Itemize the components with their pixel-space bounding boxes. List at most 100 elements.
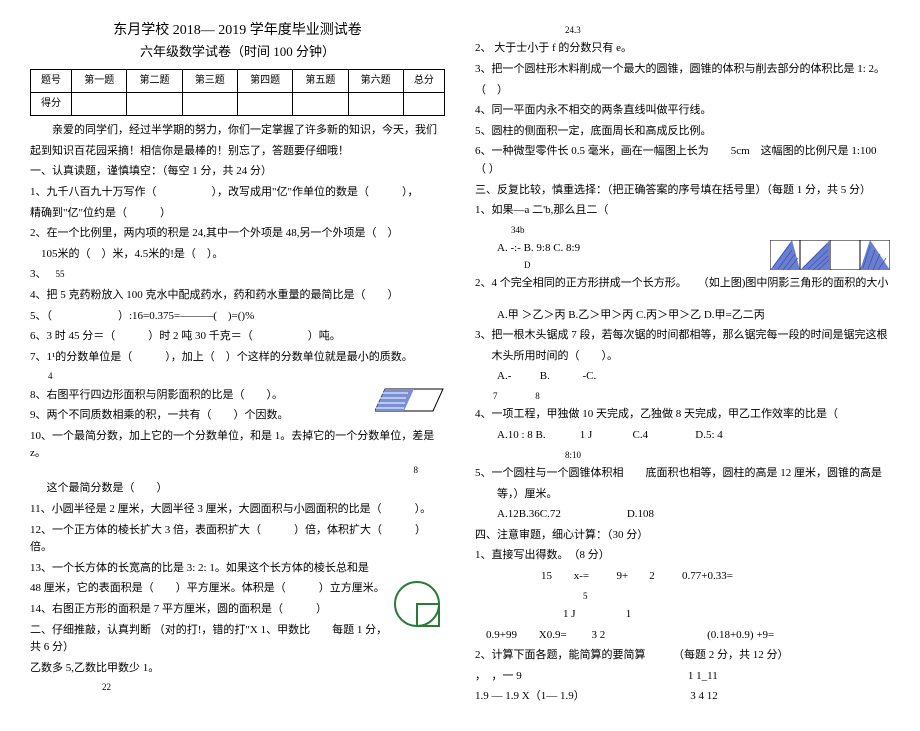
cell — [403, 93, 444, 116]
s3-q1-opts-row: A. -:- B. 9:8 C. 8:9 D — [475, 240, 890, 272]
q14: 14、右图正方形的面积是 7 平方厘米，圆的面积是（ ） — [30, 601, 445, 619]
q3-sub: 55 — [56, 269, 65, 279]
c3b: X0.9= — [539, 627, 589, 645]
q9: 9、两个不同质数相乘的积，一共有（ ）个因数。 — [30, 407, 445, 425]
page-title: 东月学校 2018— 2019 学年度毕业测试卷 — [30, 20, 445, 42]
s3-q4-opts: A.10 : 8 B. 1 J C.4 D.5: 4 — [475, 427, 890, 445]
section3-head: 三、反复比较，慎重选择：（把正确答案的序号填在括号里）（每题 1 分，共 5 分… — [475, 182, 890, 200]
s3-q3b-opt: B. — [540, 368, 580, 386]
q4: 4、把 5 克药粉放入 100 克水中配成药水，药和药水重量的最简比是（ ） — [30, 287, 445, 305]
r5: 5、圆柱的侧面积一定，底面周长和高成反比例。 — [475, 123, 890, 141]
c2b2: 1.9 — 1.9 X（1— 1.9） — [475, 688, 615, 706]
cell — [127, 93, 182, 116]
calc-r2: 1 J 1 — [475, 606, 890, 624]
c1a: 15 — [541, 568, 571, 586]
s3-q4c-opt: C.4 — [633, 427, 693, 445]
s3-q4a: 4、一项工程，甲独做 10 天完成，乙独做 8 天完成，甲乙工作效率的比是（ — [475, 406, 890, 424]
s2-q1: 乙数多 5,乙数比甲数少 1。 — [30, 660, 445, 678]
q8-row: 8、右图平行四边形面积与阴影面积的比是（ ）。 — [30, 387, 445, 405]
r2: 2、 大于士小于 f 的分数只有 e。 — [475, 40, 890, 58]
th-1: 第一题 — [72, 70, 127, 93]
q10a: 10、一个最简分数，加上它的一个分数单位，和是 1。去掉它的一个分数单位，差是 … — [30, 428, 445, 478]
q7a-text: 7、1¹的分数单位是（ ），加上（ ）个这样的分数单位就是最小的质数。 — [30, 351, 413, 363]
q8: 8、右图平行四边形面积与阴影面积的比是（ ）。 — [30, 389, 283, 401]
r6: 6、一种微型零件长 0.5 毫米，画在一幅图上长为 5cm 这幅图的比例尺是 1… — [475, 143, 890, 178]
cell — [237, 93, 292, 116]
s3-q4b2: 8:10 — [475, 448, 890, 462]
r3b: （ ） — [475, 82, 890, 100]
s3-q3a-opt: A.- — [497, 368, 537, 386]
q3-label: 3、 — [30, 268, 47, 280]
c2c: 1 1_11 — [558, 668, 718, 686]
section4-head: 四、注意审题，细心计算：（30 分） — [475, 527, 890, 545]
section2-head: 二、仔细推敲，认真判断 （对的打!，错的打"X 1、甲数比 每题 1 分，共 6… — [30, 622, 445, 657]
intro-l2: 起到知识百花园采摘！相信你是最棒的！别忘了，答题要仔细哦！ — [30, 143, 445, 161]
s3-q3b: 木头所用时间的（ ）。 — [475, 348, 890, 366]
th-0: 题号 — [31, 70, 72, 93]
cell — [348, 93, 403, 116]
s4-q1: 1、直接写出得数。 （8 分） — [475, 547, 890, 565]
q5: 5、（ ）:16=0.375=———( )=()% — [30, 308, 445, 326]
c3a: 0.9+99 — [475, 627, 536, 645]
q3: 3、 55 — [30, 266, 445, 284]
s4-q2: 2、计算下面各题，能简算的要简算 （每题 2 分，共 12 分） — [475, 647, 890, 665]
th-5: 第五题 — [293, 70, 348, 93]
section1-head: 一、认真读题，谨慎填空：（每空 1 分，共 24 分） — [30, 163, 445, 181]
c2a2: ， ，一 9 — [475, 668, 555, 686]
c3c: 3 2 — [592, 627, 652, 645]
right-column: 24.3 2、 大于士小于 f 的分数只有 e。 3、把一个圆柱形木料削成一个最… — [475, 20, 890, 709]
th-3: 第三题 — [182, 70, 237, 93]
s3-q4d-opt: D.5: 4 — [695, 429, 723, 441]
q6: 6、3 时 45 分＝（ ）时 2 吨 30 千克＝（ ）吨。 — [30, 328, 445, 346]
c2a: 1 J — [563, 606, 623, 624]
q11: 11、小圆半径是 2 厘米，大圆半径 3 厘米，大圆面积与小圆面积的比是（ ）。 — [30, 501, 445, 519]
q13b-row: 48 厘米，它的表面积是（ ）平方厘米。体积是（ ）立方厘米。 — [30, 580, 445, 598]
th-7: 总分 — [403, 70, 444, 93]
c1e: 0.77+0.33= — [682, 568, 762, 586]
squares-triangles-icon — [770, 240, 890, 270]
q13a: 13、一个长方体的长宽高的比是 3: 2: 1。如果这个长方体的棱长总和是 — [30, 560, 445, 578]
cell — [72, 93, 127, 116]
q1a: 1、九千八百九十万写作（ ），改写成用"亿"作单位的数是（ ）， — [30, 184, 445, 202]
r3a: 3、把一个圆柱形木料削成一个最大的圆锥，圆锥的体积与削去部分的体积比是 1: 2… — [475, 61, 890, 79]
q2a: 2、在一个比例里，两内项的积是 24,其中一个外项是 48,另一个外项是（ ） — [30, 225, 445, 243]
q10a-suffix: 8 — [30, 463, 445, 477]
left-column: 东月学校 2018— 2019 学年度毕业测试卷 六年级数学试卷（时间 100 … — [30, 20, 445, 709]
s3-q3b2: 8 — [535, 391, 540, 401]
calc2-row2: 1.9 — 1.9 X（1— 1.9） 3 4 12 — [475, 688, 890, 706]
c3d: (0.18+0.9) +9= — [654, 627, 774, 645]
q10b: 这个最简分数是（ ） — [30, 480, 445, 498]
r2a: 2、 — [475, 42, 492, 54]
intro-l1: 亲爱的同学们，经过半学期的努力，你们一定掌握了许多新的知识，今天，我们 — [30, 122, 445, 140]
calc2-row: ， ，一 9 1 1_11 — [475, 668, 890, 686]
r2a-top: 24.3 — [475, 23, 890, 37]
q7b: 4 — [30, 369, 445, 383]
q2b: 105米的（ ）米，4.5米的!是（ ）。 — [30, 246, 445, 264]
s3-q5b: 等，）厘米。 — [475, 486, 890, 504]
c1f: 5 — [475, 589, 890, 603]
c2d: 3 4 12 — [618, 688, 718, 706]
score-table: 题号 第一题 第二题 第三题 第四题 第五题 第六题 总分 得分 — [30, 69, 445, 116]
s3-q3-opts: A.- B. -C. — [475, 368, 890, 386]
calc-r3: 0.9+99 X0.9= 3 2 (0.18+0.9) +9= — [475, 627, 890, 645]
cell — [293, 93, 348, 116]
s3-q1b: 34b — [475, 223, 890, 237]
s3-q1opts: A. -:- B. 9:8 C. 8:9 — [497, 242, 580, 254]
s3-q3c-opt: -C. — [583, 370, 597, 382]
q12: 12、一个正方体的棱长扩大 3 倍，表面积扩大（ ）倍，体积扩大（ ）倍。 — [30, 522, 445, 557]
r2b: 大于士小于 f 的分数只有 e。 — [494, 42, 632, 54]
th-4: 第四题 — [237, 70, 292, 93]
q1b: 精确到"亿"位约是（ ） — [30, 205, 445, 223]
cell — [182, 93, 237, 116]
c1c: 9+ — [617, 568, 647, 586]
th-2: 第二题 — [127, 70, 182, 93]
c1b: x-= — [574, 568, 614, 586]
s2-q1-text: 乙数多 5,乙数比甲数少 1。 — [30, 662, 159, 674]
s3-q4a-opt: A.10 : 8 B. — [497, 427, 577, 445]
s3-q3a2: 7 — [493, 389, 533, 403]
s3-q3a: 3、把一根木头锯成 7 段，若每次锯的时间都相等，那么锯完每一段的时间是锯完这根 — [475, 327, 890, 345]
r4: 4、同一平面内永不相交的两条直线叫做平行线。 — [475, 102, 890, 120]
s3-q2opts: A.甲 ＞乙＞丙 B.乙＞甲＞丙 C.丙＞甲＞乙 D.甲=乙二丙 — [475, 307, 890, 325]
row-label: 得分 — [31, 93, 72, 116]
s3-q3-opts2: 7 8 — [475, 389, 890, 403]
